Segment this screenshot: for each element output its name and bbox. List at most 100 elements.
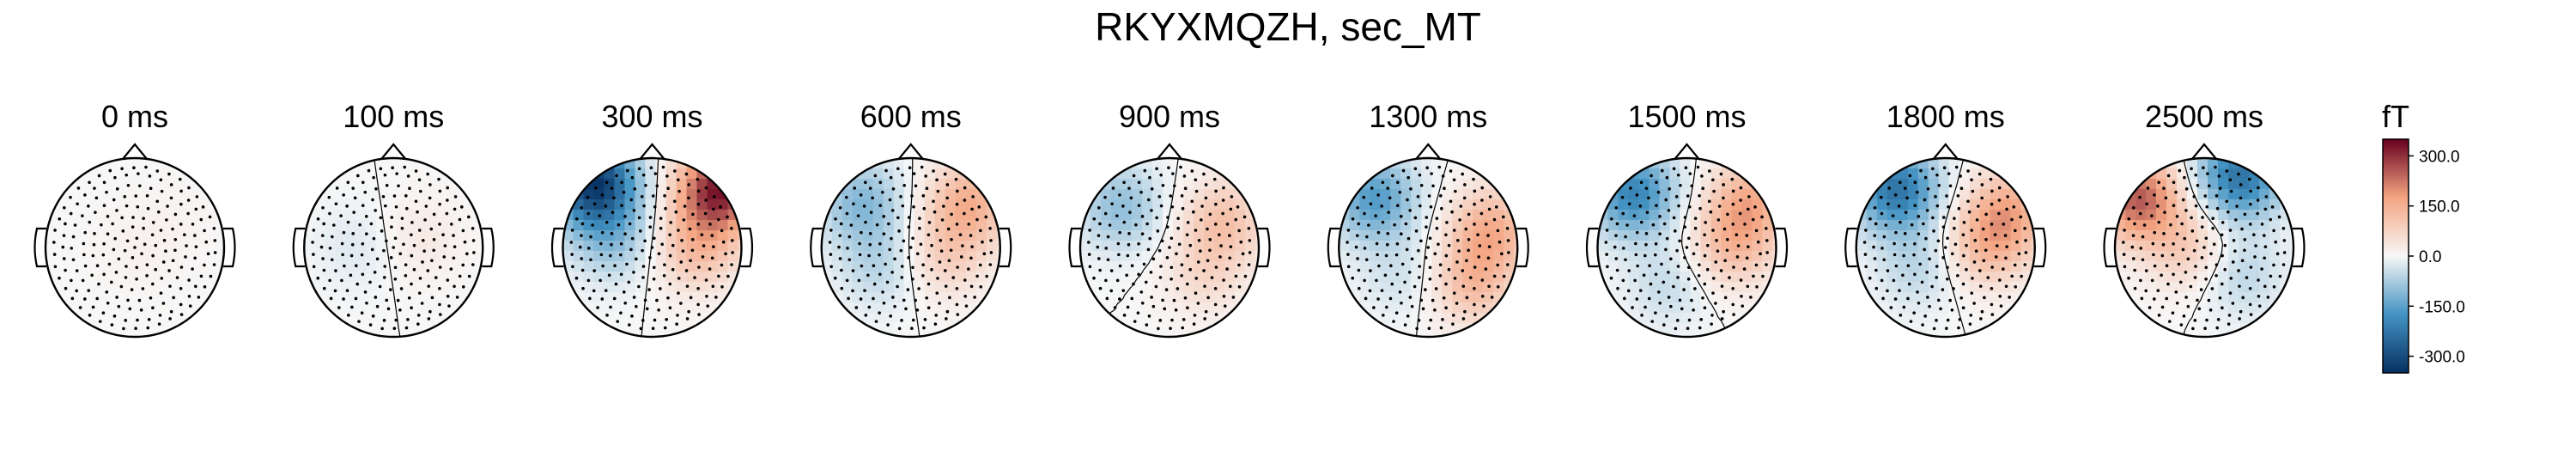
field-cell — [1411, 210, 1422, 221]
field-cell — [635, 179, 647, 190]
sensor-dot — [2138, 211, 2142, 216]
sensor-dot — [155, 199, 160, 204]
sensor-dot — [592, 269, 596, 272]
sensor-dot — [2024, 251, 2028, 254]
field-cell — [893, 199, 905, 211]
sensor-dot — [647, 288, 651, 291]
sensor-dot — [179, 313, 184, 316]
field-cell — [1772, 302, 1777, 314]
sensor-dot — [1615, 268, 1619, 272]
field-cell — [1442, 313, 1453, 324]
sensor-dot — [605, 180, 609, 185]
field-cell — [717, 210, 729, 221]
sensor-dot — [680, 239, 683, 242]
field-cell — [934, 241, 946, 252]
field-cell — [1359, 189, 1370, 200]
field-cell — [665, 179, 677, 190]
field-cell — [1462, 272, 1473, 283]
field-cell — [831, 168, 843, 180]
field-cell — [1690, 220, 1702, 231]
sensor-dot — [316, 276, 320, 280]
field-cell — [200, 199, 211, 211]
sensor-dot — [117, 257, 121, 261]
field-cell — [2166, 179, 2178, 190]
field-cell — [397, 199, 408, 211]
field-cell — [459, 261, 470, 272]
sensor-dot — [1136, 253, 1140, 257]
field-cell — [1969, 241, 1981, 252]
field-cell — [66, 282, 77, 293]
sensor-dot — [2243, 248, 2246, 253]
sensor-dot — [592, 202, 597, 206]
sensor-dot — [1126, 305, 1130, 309]
sensor-dot — [1979, 317, 1983, 321]
sensor-dot — [1150, 209, 1153, 212]
field-cell — [955, 179, 967, 190]
sensor-dot — [141, 287, 145, 290]
field-cell — [1772, 199, 1777, 211]
sensor-dot — [719, 205, 722, 209]
field-cell — [2146, 251, 2157, 262]
sensor-dot — [1395, 204, 1400, 208]
sensor-dot — [1675, 248, 1679, 253]
field-cell — [1132, 168, 1143, 180]
sensor-dot — [1913, 241, 1917, 246]
sensor-dot — [465, 252, 469, 256]
sensor-dot — [1380, 205, 1383, 208]
sensor-dot — [893, 257, 896, 261]
sensor-dot — [915, 252, 920, 256]
field-cell — [2218, 261, 2229, 272]
field-cell — [883, 272, 895, 283]
field-cell — [46, 158, 57, 169]
field-cell — [200, 261, 211, 272]
field-cell — [459, 158, 470, 169]
field-cell — [1380, 333, 1391, 337]
sensor-dot — [2150, 278, 2154, 283]
sensor-dot — [137, 298, 142, 302]
sensor-dot — [659, 287, 662, 290]
field-cell — [345, 241, 356, 252]
sensor-dot — [1973, 239, 1978, 242]
sensor-dot — [193, 256, 197, 260]
sensor-dot — [1705, 267, 1710, 272]
field-cell — [624, 272, 636, 283]
sensor-dot — [1146, 198, 1151, 202]
field-cell — [345, 292, 356, 303]
field-cell — [717, 323, 729, 334]
sensor-dot — [1910, 223, 1914, 227]
sensor-dot — [1413, 216, 1418, 220]
sensor-dot — [1230, 195, 1234, 198]
field-cell — [479, 158, 483, 169]
contour-segment — [643, 303, 646, 314]
sensor-dot — [726, 215, 729, 219]
field-cell — [386, 158, 398, 169]
field-cell — [1121, 333, 1133, 337]
sensor-dot — [1463, 183, 1467, 186]
sensor-dot — [1172, 298, 1176, 302]
sensor-dot — [1097, 234, 1101, 237]
field-cell — [1659, 282, 1671, 293]
sensor-dot — [900, 319, 903, 322]
field-cell — [1245, 168, 1256, 180]
sensor-dot — [134, 327, 137, 331]
field-cell — [945, 272, 957, 283]
field-cell — [1411, 199, 1422, 211]
sensor-dot — [661, 165, 665, 169]
field-cell — [314, 179, 325, 190]
sensor-dot — [948, 296, 951, 300]
field-cell — [1948, 261, 1960, 272]
sensor-dot — [111, 222, 114, 226]
field-cell — [2208, 179, 2219, 190]
contour-segment — [2202, 209, 2209, 219]
sensor-dot — [2233, 249, 2237, 253]
field-cell — [707, 251, 719, 262]
sensor-dot — [329, 296, 333, 301]
sensor-dot — [610, 232, 614, 235]
field-cell — [945, 199, 957, 211]
field-cell — [1421, 292, 1432, 303]
field-cell — [355, 261, 367, 272]
field-cell — [1194, 292, 1205, 303]
field-cell — [1163, 282, 1174, 293]
field-cell — [1173, 230, 1184, 241]
sensor-dot — [203, 263, 206, 267]
